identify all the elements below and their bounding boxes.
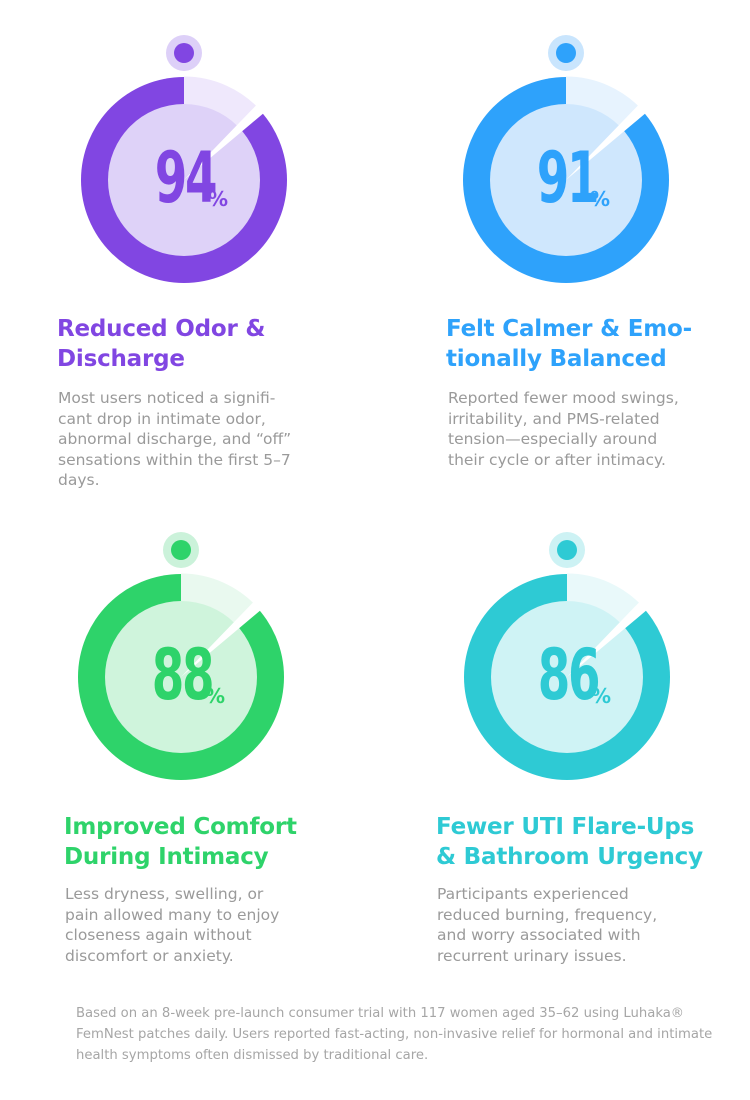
card-title-3-line-2: During Intimacy xyxy=(64,844,269,870)
card-title-2-line-2: tionally Balanced xyxy=(446,346,667,372)
card-title-3-line-1: Improved Comfort xyxy=(64,814,297,840)
card-desc-2-line-3: tension—especially around xyxy=(448,430,658,448)
card-desc-1-line-4: sensations within the first 5–7 xyxy=(58,450,291,469)
ring-pointer-4 xyxy=(567,602,647,677)
card-title-2: Felt Calmer & Emo- tionally Balanced xyxy=(446,314,692,374)
card-desc-1-line-2: cant drop in intimate odor, xyxy=(58,409,266,428)
card-desc-4: Participants experienced reduced burning… xyxy=(437,884,657,966)
card-desc-4-line-1: Participants experienced xyxy=(437,885,629,903)
stat-ring-2: 91% xyxy=(463,35,669,283)
indicator-dot-4 xyxy=(557,540,577,560)
indicator-dot-3 xyxy=(171,540,191,560)
stat-unit-3: % xyxy=(205,684,225,708)
card-title-4: Fewer UTI Flare-Ups & Bathroom Urgency xyxy=(436,812,703,872)
stat-ring-3: 88% xyxy=(78,532,284,780)
card-desc-3-line-1: Less dryness, swelling, or xyxy=(65,885,264,903)
card-desc-3-line-4: discomfort or anxiety. xyxy=(65,946,234,965)
indicator-dot-1 xyxy=(174,43,194,63)
stat-value-3: 88 xyxy=(152,634,213,717)
card-desc-4-line-3: and worry associated with xyxy=(437,926,641,944)
card-desc-1-line-3: abnormal discharge, and “off” xyxy=(58,430,292,448)
stat-value-2: 91 xyxy=(537,137,597,220)
card-desc-2: Reported fewer mood swings, irritability… xyxy=(448,388,679,470)
card-desc-1: Most users noticed a signifi- cant drop … xyxy=(58,388,291,491)
stat-unit-1: % xyxy=(208,187,228,211)
stat-value-1: 94 xyxy=(155,137,216,220)
card-desc-3: Less dryness, swelling, or pain allowed … xyxy=(65,884,279,966)
card-desc-4-line-4: recurrent urinary issues. xyxy=(437,946,627,965)
card-desc-2-line-1: Reported fewer mood swings, xyxy=(448,389,679,407)
indicator-dot-2 xyxy=(556,43,576,63)
stat-unit-4: % xyxy=(591,684,611,708)
card-desc-3-line-2: pain allowed many to enjoy xyxy=(65,905,280,924)
card-desc-2-line-4: their cycle or after intimacy. xyxy=(448,450,666,469)
stat-unit-2: % xyxy=(590,187,610,211)
ring-pointer-1 xyxy=(184,105,264,180)
card-desc-2-line-2: irritability, and PMS-related xyxy=(448,409,660,428)
stat-value-4: 86 xyxy=(538,634,599,717)
footnote: Based on an 8-week pre-launch consumer t… xyxy=(76,1006,713,1063)
card-title-4-line-2: & Bathroom Urgency xyxy=(436,844,703,870)
card-title-3: Improved Comfort During Intimacy xyxy=(64,812,297,872)
card-desc-1-line-5: days. xyxy=(58,471,100,489)
card-desc-3-line-3: closeness again without xyxy=(65,926,252,944)
card-title-4-line-1: Fewer UTI Flare-Ups xyxy=(436,814,695,840)
ring-pointer-3 xyxy=(181,602,261,677)
card-desc-4-line-2: reduced burning, frequency, xyxy=(437,905,658,924)
stat-ring-4: 86% xyxy=(464,532,670,780)
card-title-2-line-1: Felt Calmer & Emo- xyxy=(446,316,692,342)
ring-pointer-2 xyxy=(566,105,646,180)
card-title-1-line-2: Discharge xyxy=(57,346,185,372)
card-desc-1-line-1: Most users noticed a signifi- xyxy=(58,389,276,407)
card-title-1: Reduced Odor & Discharge xyxy=(57,314,265,374)
stat-ring-1: 94% xyxy=(81,35,287,283)
card-title-1-line-1: Reduced Odor & xyxy=(57,316,266,342)
